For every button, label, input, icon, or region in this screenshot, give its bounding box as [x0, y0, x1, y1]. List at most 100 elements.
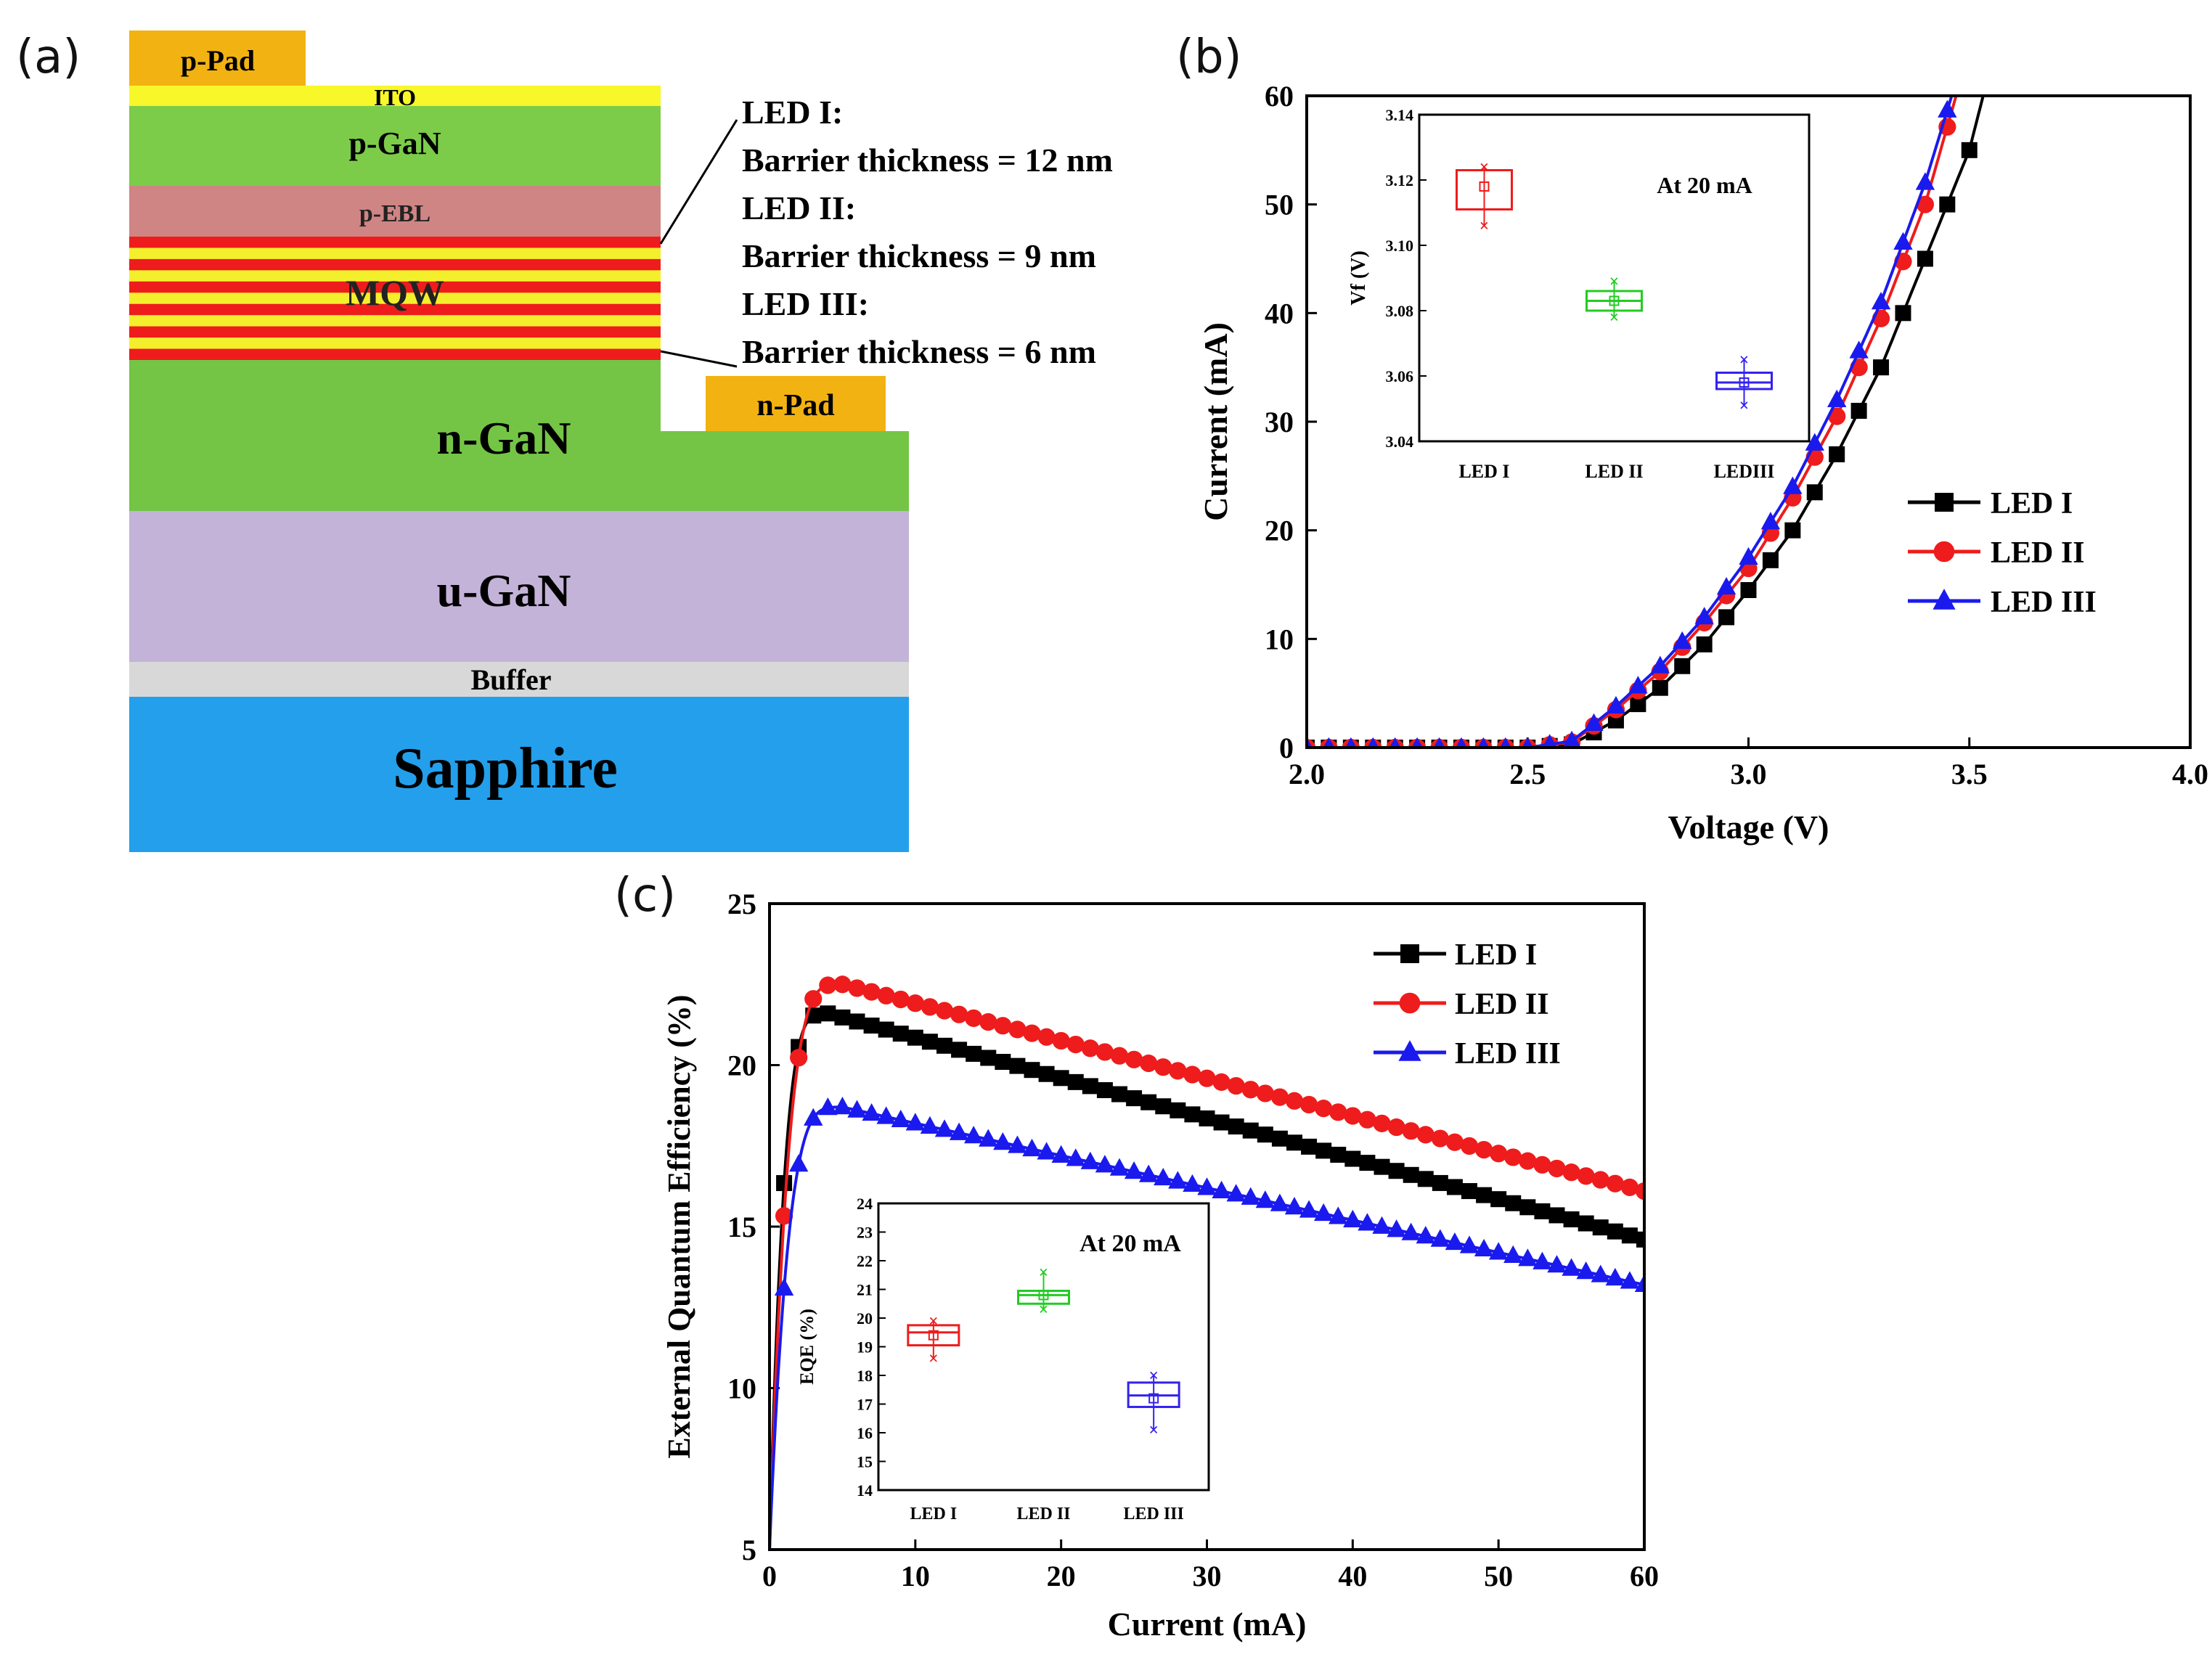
series-led2-point: [1198, 1069, 1216, 1087]
series-led3-point: [920, 1116, 940, 1134]
series-led1-point: [1476, 1187, 1493, 1203]
series-led2-point: [1562, 1163, 1580, 1182]
series-led2-point: [979, 1012, 997, 1031]
series-led1-point: [921, 1034, 938, 1050]
series-led2-point: [848, 979, 866, 997]
series-led1-point: [1505, 1195, 1522, 1211]
series-led1-point: [1432, 1174, 1448, 1191]
chart-iv: 2.0 2.5 3.0 3.5 4.0 0 10 20 30 40 50 60 Voltage (V) C…: [1197, 80, 2208, 846]
series-led3-point: [1456, 737, 1467, 748]
series-led3-point: [934, 1119, 955, 1137]
series-led3-point: [1522, 737, 1534, 748]
legend-entry: LED III: [1455, 1037, 1561, 1071]
series-led2-point: [906, 994, 924, 1012]
series-led2-point: [1125, 1050, 1143, 1068]
x-tick-label: 10: [901, 1560, 930, 1592]
series-led1-point: [1213, 1114, 1230, 1131]
series-led3-point: [1477, 737, 1490, 748]
series-led1-point: [1024, 1062, 1040, 1079]
series-led3-point: [1387, 1219, 1406, 1238]
series-led2-point: [1256, 1084, 1274, 1102]
series-led3-point: [1066, 1148, 1085, 1166]
series-led1-point: [1096, 1081, 1113, 1098]
eqe-inset-ytick-label: 18: [857, 1367, 873, 1385]
buffer-label: Buffer: [470, 663, 551, 696]
series-led2-point: [1387, 1118, 1405, 1137]
series-led1-point: [1829, 446, 1845, 462]
series-led3-point: [1095, 1155, 1115, 1173]
series-led1-point: [1917, 250, 1933, 267]
series-led3-point: [1345, 737, 1357, 748]
vf-inset-max-mark: ×: [1609, 273, 1620, 292]
series-group: [1307, 96, 1985, 748]
series-led1-point: [1301, 1138, 1318, 1155]
series-led3-point: [1212, 1180, 1231, 1198]
sapphire-layer: [129, 697, 909, 852]
series-led1-point: [1762, 552, 1779, 568]
series-led2-point: [1285, 1092, 1304, 1110]
series-led1-point: [936, 1037, 952, 1054]
series-led3-point: [788, 1154, 809, 1172]
series-led3-point: [1606, 695, 1626, 714]
series-led3-point: [1323, 737, 1335, 748]
vf-inset-category-label: LEDIII: [1714, 461, 1775, 482]
n-gan-layer: [129, 360, 909, 512]
series-led3-point: [1138, 1164, 1159, 1182]
series-led1-point: [892, 1026, 909, 1042]
series-led2-point: [1460, 1137, 1479, 1155]
panel-c: (c) 0 10 20 30 40 50 60 5 10 15 20 25 Current (mA) Ex…: [614, 869, 1659, 1642]
series-led3-point: [1037, 1142, 1056, 1160]
x-tick-label: 3.0: [1731, 758, 1767, 790]
series-led3-point: [1562, 730, 1581, 748]
y-axis-label: External Quantum Efficiency (%): [661, 994, 697, 1458]
series-led2-point: [1270, 1088, 1289, 1106]
annotation-led3: LED III:: [742, 285, 869, 322]
series-led1-point: [1155, 1098, 1172, 1115]
series-led2-point: [1490, 1145, 1508, 1163]
series-led3-point: [1915, 172, 1935, 190]
u-gan-layer: [129, 511, 909, 662]
p-pad-label: p-Pad: [181, 44, 255, 77]
series-led2-point: [891, 990, 910, 1009]
series-led1-point: [1961, 142, 1978, 158]
series-led2-point: [1241, 1081, 1260, 1099]
panel-label-a: (a): [16, 30, 81, 84]
series-led1-point: [1286, 1134, 1302, 1151]
series-led2-point: [1140, 1054, 1158, 1073]
series-led2-point: [965, 1009, 983, 1027]
series-led2-point: [1533, 1155, 1551, 1174]
series-led1-point: [1388, 1163, 1405, 1179]
series-led3-point: [1827, 389, 1847, 407]
eqe-inset-mean: [928, 1330, 939, 1341]
series-led3-point: [1313, 1203, 1334, 1222]
series-led2-point: [1519, 1152, 1537, 1170]
series-led1-point: [951, 1042, 968, 1058]
series-led2-point: [1591, 1171, 1609, 1189]
x-tick-label: 20: [1047, 1560, 1076, 1592]
series-led3-point: [1197, 1177, 1217, 1195]
series-led3-point: [993, 1132, 1013, 1150]
series-led2-point: [1358, 1110, 1376, 1129]
vf-inset-category-label: LED I: [1458, 461, 1509, 482]
x-tick-label: 50: [1484, 1560, 1513, 1592]
series-led1-point: [1111, 1086, 1127, 1102]
p-gan-layer: [129, 106, 661, 186]
series-led3-point: [1299, 1200, 1319, 1218]
series-led3-point: [949, 1122, 969, 1140]
series-led3-point: [1547, 1255, 1567, 1273]
series-led1-point: [1082, 1078, 1098, 1095]
series-led2-point: [1916, 195, 1934, 213]
series-led1-point: [966, 1045, 982, 1062]
series-led1-point: [1873, 359, 1890, 376]
series-led2-point: [790, 1049, 808, 1067]
x-axis-label: Current (mA): [1108, 1605, 1307, 1642]
legend-entry: LED II: [1991, 536, 2085, 570]
series-led3-point: [1358, 1213, 1377, 1231]
series-led3-point: [774, 1277, 794, 1296]
series-led3-line: [1307, 96, 1954, 748]
series-led1-point: [1461, 1183, 1477, 1200]
eqe-inset-max-mark: ×: [929, 1312, 939, 1331]
series-led3-point: [979, 1129, 998, 1147]
x-tick-label: 40: [1338, 1560, 1367, 1592]
legend: LED I LED II LED III: [1374, 938, 1561, 1071]
